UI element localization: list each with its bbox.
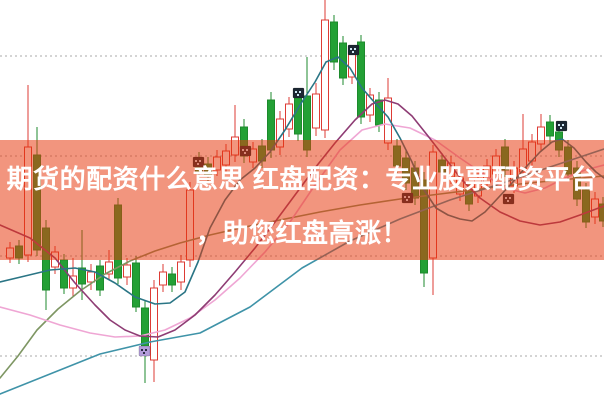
banner-title-line-2: ，助您红盘高涨！ bbox=[195, 218, 408, 248]
banner-title-line-1: 期货的配资什么意思 红盘配资：专业股票配资平台 bbox=[6, 164, 598, 194]
promo-banner-overlay: 期货的配资什么意思 红盘配资：专业股票配资平台 ，助您红盘高涨！ bbox=[0, 140, 604, 260]
